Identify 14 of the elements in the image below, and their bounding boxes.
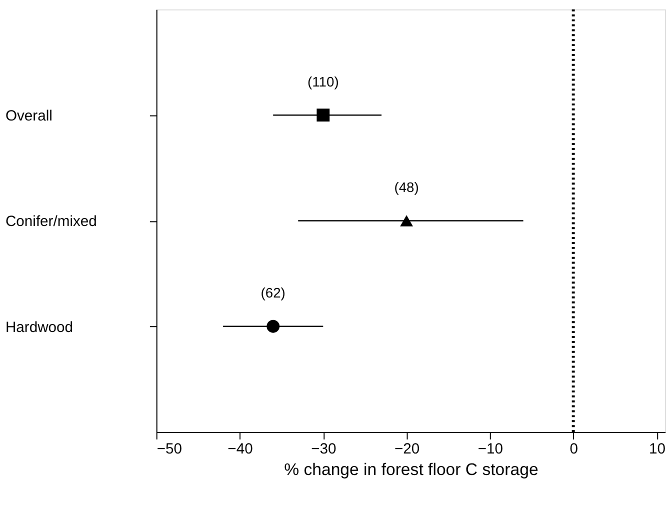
annotation: (110) [308, 73, 339, 90]
x-tick-label: −20 [394, 441, 420, 458]
x-tick-label: 0 [570, 441, 578, 458]
y-tick-label: Hardwood [5, 320, 74, 336]
x-axis-title: % change in forest floor C storage [284, 460, 538, 480]
y-tick-label: Conifer/mixed [5, 214, 97, 230]
annotation: (62) [260, 284, 286, 301]
x-tick-label: −10 [478, 441, 504, 458]
x-tick-label: −30 [311, 441, 336, 458]
y-tick-label: Overall [5, 108, 52, 125]
annotation: (48) [394, 179, 419, 196]
x-tick-label: −50 [156, 441, 182, 458]
x-tick-label: 10 [648, 441, 666, 458]
x-tick-label: −40 [228, 441, 253, 458]
